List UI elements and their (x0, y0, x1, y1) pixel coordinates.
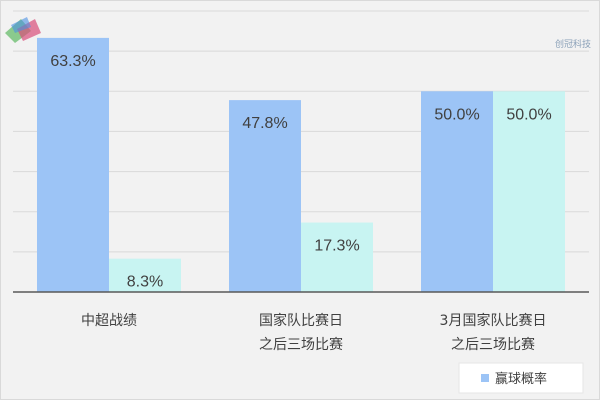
data-label: 8.3% (127, 274, 163, 291)
bar (229, 100, 301, 292)
legend-swatch (481, 374, 489, 382)
legend-label: 赢球概率 (495, 371, 547, 387)
chamion-logo-icon (5, 17, 41, 43)
data-label: 17.3% (314, 238, 359, 255)
data-label: 47.8% (242, 115, 287, 132)
legend-box (458, 362, 584, 394)
data-label: 50.0% (434, 106, 479, 123)
category-label: 之后三场比赛 (259, 337, 343, 353)
data-label: 63.3% (50, 53, 95, 70)
bar (421, 91, 493, 293)
logo-text: 创冠科技 (554, 40, 591, 50)
bar (301, 222, 373, 292)
bar (37, 37, 109, 292)
data-label: 50.0% (506, 106, 551, 123)
category-label: 国家队比赛日 (259, 312, 343, 329)
bar (109, 258, 181, 292)
category-label: 3月国家队比赛日 (440, 312, 547, 329)
category-label: 中超战绩 (81, 313, 137, 329)
category-label: 之后三场比赛 (451, 337, 535, 353)
bar (493, 91, 565, 293)
